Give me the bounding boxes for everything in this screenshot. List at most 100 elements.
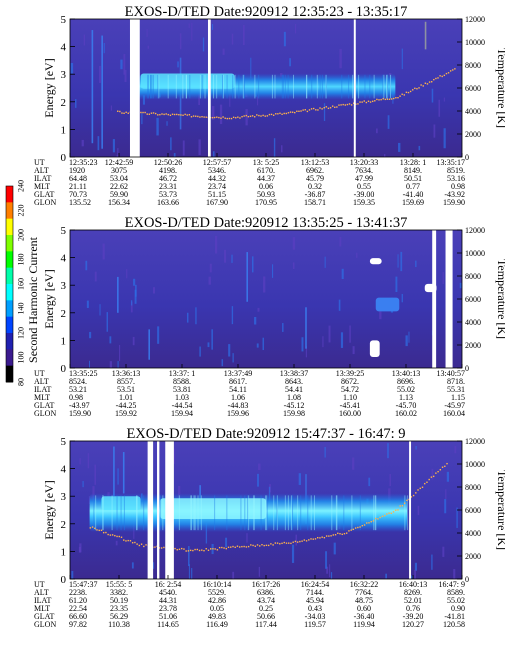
spectrogram-speckle	[395, 276, 398, 293]
temperature-point	[250, 544, 252, 546]
table-cell: 0.98	[451, 182, 465, 191]
table-cell: 12:50:26	[154, 158, 182, 167]
spectrogram-speckle	[86, 300, 89, 308]
temperature-point	[186, 114, 188, 116]
table-cell: 3075	[111, 166, 127, 175]
temperature-point	[154, 112, 157, 115]
spectrogram-streak	[117, 276, 119, 313]
spectrogram-speckle	[83, 34, 86, 46]
table-cell: 0.05	[210, 604, 224, 613]
spectrogram-speckle	[338, 299, 341, 311]
temperature-point	[181, 547, 183, 550]
colorbar-swatch	[6, 218, 13, 236]
temperature-point	[346, 103, 349, 106]
y-tick-label: 1	[61, 124, 67, 136]
table-cell: 50.66	[257, 612, 275, 621]
table-cell: 44.32	[208, 174, 226, 183]
spectrogram-speckle	[85, 260, 88, 271]
temperature-point	[336, 106, 338, 108]
ion-band-texture	[292, 495, 294, 531]
temperature-point	[232, 116, 235, 119]
ion-band-texture	[189, 74, 191, 99]
temperature-point	[270, 113, 273, 116]
temperature-point	[334, 106, 336, 109]
table-cell: 50.93	[257, 190, 275, 199]
ion-band-texture	[321, 74, 323, 99]
temperature-point	[272, 544, 274, 546]
temperature-point	[140, 111, 142, 114]
table-cell: 8557.	[117, 377, 135, 386]
temperature-point	[216, 549, 219, 551]
table-cell: 8149.	[404, 166, 422, 175]
temperature-point	[439, 469, 442, 471]
spectrogram-speckle	[231, 306, 234, 325]
spectrogram-speckle	[251, 256, 254, 273]
spectrogram-speckle	[209, 263, 212, 273]
table-cell: 16:10:14	[203, 580, 231, 589]
temperature-point	[323, 536, 326, 539]
colorbar-swatch	[6, 333, 13, 350]
ion-band-texture	[307, 495, 309, 531]
table-cell: 43.74	[257, 596, 275, 605]
temperature-point	[98, 529, 100, 532]
ion-band-texture	[190, 495, 192, 531]
table-cell: -44.54	[172, 401, 193, 410]
temperature-point	[290, 542, 292, 545]
temperature-point	[376, 98, 378, 101]
table-cell: 54.41	[285, 385, 303, 394]
temperature-point	[369, 101, 372, 103]
temperature-point	[118, 535, 120, 538]
temperature-point	[123, 539, 125, 541]
spectrogram-speckle	[376, 128, 378, 134]
spectrogram-speckle	[282, 323, 284, 332]
ion-band-texture	[199, 74, 201, 99]
spectrogram-streak	[148, 329, 150, 360]
ion-band-texture	[258, 74, 260, 99]
table-cell: 12:42:59	[105, 158, 133, 167]
temperature-point	[197, 115, 199, 118]
spectrogram-speckle	[257, 96, 259, 106]
temperature-point	[264, 115, 266, 117]
ion-band-texture	[167, 74, 169, 99]
spectrogram-speckle	[384, 154, 386, 157]
table-cell: 48.75	[355, 596, 373, 605]
data-gap	[432, 230, 437, 368]
temperature-point	[288, 542, 290, 544]
spectrogram-speckle	[339, 237, 342, 247]
temperature-point	[422, 85, 424, 87]
ion-band-texture	[185, 74, 187, 99]
spectrogram-speckle	[263, 276, 266, 293]
table-cell: 160.02	[395, 409, 417, 418]
temperature-point	[201, 116, 203, 118]
temperature-point	[216, 116, 218, 118]
spectrogram-speckle	[291, 544, 295, 563]
temperature-point	[287, 112, 290, 114]
temperature-point	[430, 476, 433, 478]
table-cell: -39.00	[354, 190, 375, 199]
temperature-point	[238, 546, 241, 548]
table-cell: -41.40	[403, 190, 424, 199]
spectrogram-speckle	[106, 312, 108, 332]
spectrogram-speckle	[340, 332, 344, 348]
ion-band-texture	[336, 495, 338, 531]
spectrogram-speckle	[243, 24, 245, 46]
colorbar-swatch	[6, 202, 13, 220]
spectrogram-speckle	[99, 304, 101, 316]
table-cell: 46.72	[159, 174, 177, 183]
ion-band-texture	[159, 495, 161, 531]
table-cell: 3382.	[110, 588, 128, 597]
ion-band-texture	[284, 74, 286, 99]
ion-band-texture	[175, 74, 177, 99]
table-cell: 50.51	[404, 174, 422, 183]
table-cell: 1.01	[119, 393, 133, 402]
ion-band-texture	[102, 495, 104, 531]
ion-band-texture	[351, 495, 353, 531]
temperature-point	[165, 113, 167, 115]
chart-panel-1: EXOS-D/TED Date:920912 12:35:23 - 13:35:…	[34, 4, 505, 207]
ion-band-texture	[290, 495, 292, 531]
spectrogram-speckle	[459, 282, 462, 289]
table-cell: -45.41	[340, 401, 361, 410]
table-cell: 1920	[69, 166, 85, 175]
table-cell: 16:24:54	[301, 580, 329, 589]
ion-band-texture	[389, 74, 391, 99]
